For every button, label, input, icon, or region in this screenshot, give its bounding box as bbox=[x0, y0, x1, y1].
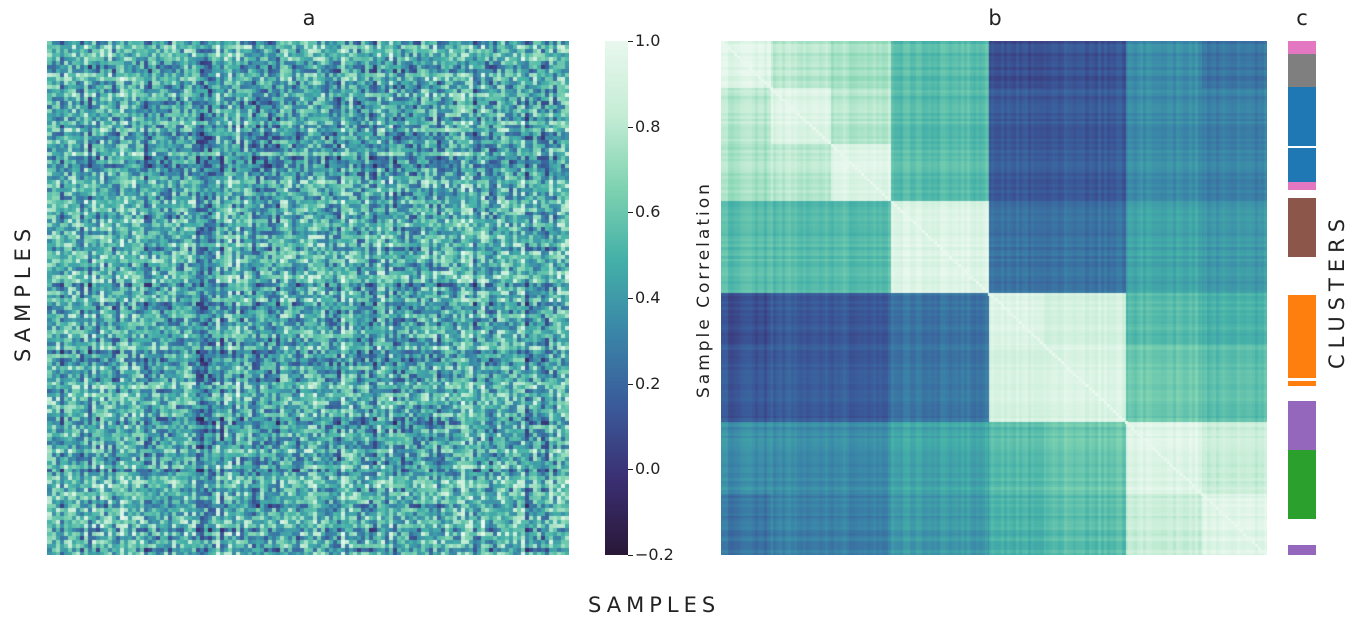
colorbar-tick-mark bbox=[628, 41, 633, 42]
colorbar-tick-label: 0.2 bbox=[635, 373, 661, 393]
panel-c-ylabel: CLUSTERS bbox=[1325, 212, 1349, 369]
cluster-bar bbox=[1288, 41, 1316, 555]
heatmap-a bbox=[47, 41, 569, 555]
colorbar bbox=[605, 41, 628, 555]
panel-a-ylabel: SAMPLES bbox=[11, 222, 35, 362]
colorbar-tick-mark bbox=[628, 383, 633, 385]
cluster-segment bbox=[1288, 41, 1316, 54]
colorbar-tick-label: 0.0 bbox=[635, 459, 661, 479]
cluster-segment bbox=[1288, 295, 1316, 378]
colorbar-tick-label: −0.2 bbox=[635, 545, 674, 564]
shared-xlabel: SAMPLES bbox=[588, 593, 721, 617]
colorbar-tick-label: 0.4 bbox=[635, 288, 661, 307]
colorbar-tick-label: 0.6 bbox=[635, 202, 661, 222]
colorbar-tick-mark bbox=[628, 469, 633, 471]
panel-b-ylabel: Sample Correlation bbox=[694, 181, 714, 398]
cluster-segment bbox=[1288, 544, 1316, 555]
panel-a-title: a bbox=[302, 6, 316, 30]
colorbar-tick-mark bbox=[628, 555, 633, 556]
colorbar-tick-mark bbox=[628, 126, 633, 128]
cluster-segment bbox=[1288, 182, 1316, 191]
panel-c-title: c bbox=[1296, 6, 1308, 30]
colorbar-tick-mark bbox=[628, 212, 633, 214]
colorbar-tick-mark bbox=[628, 298, 633, 299]
cluster-segment bbox=[1288, 197, 1316, 257]
cluster-segment bbox=[1288, 53, 1316, 88]
colorbar-tick-label: 1.0 bbox=[635, 31, 661, 50]
cluster-segment bbox=[1288, 147, 1316, 183]
cluster-segment bbox=[1288, 400, 1316, 450]
cluster-segment bbox=[1288, 87, 1316, 147]
panel-b-title: b bbox=[988, 6, 1002, 30]
heatmap-b bbox=[721, 41, 1267, 555]
cluster-segment bbox=[1288, 381, 1316, 387]
cluster-segment bbox=[1288, 449, 1316, 519]
colorbar-tick-label: 0.8 bbox=[635, 116, 661, 136]
